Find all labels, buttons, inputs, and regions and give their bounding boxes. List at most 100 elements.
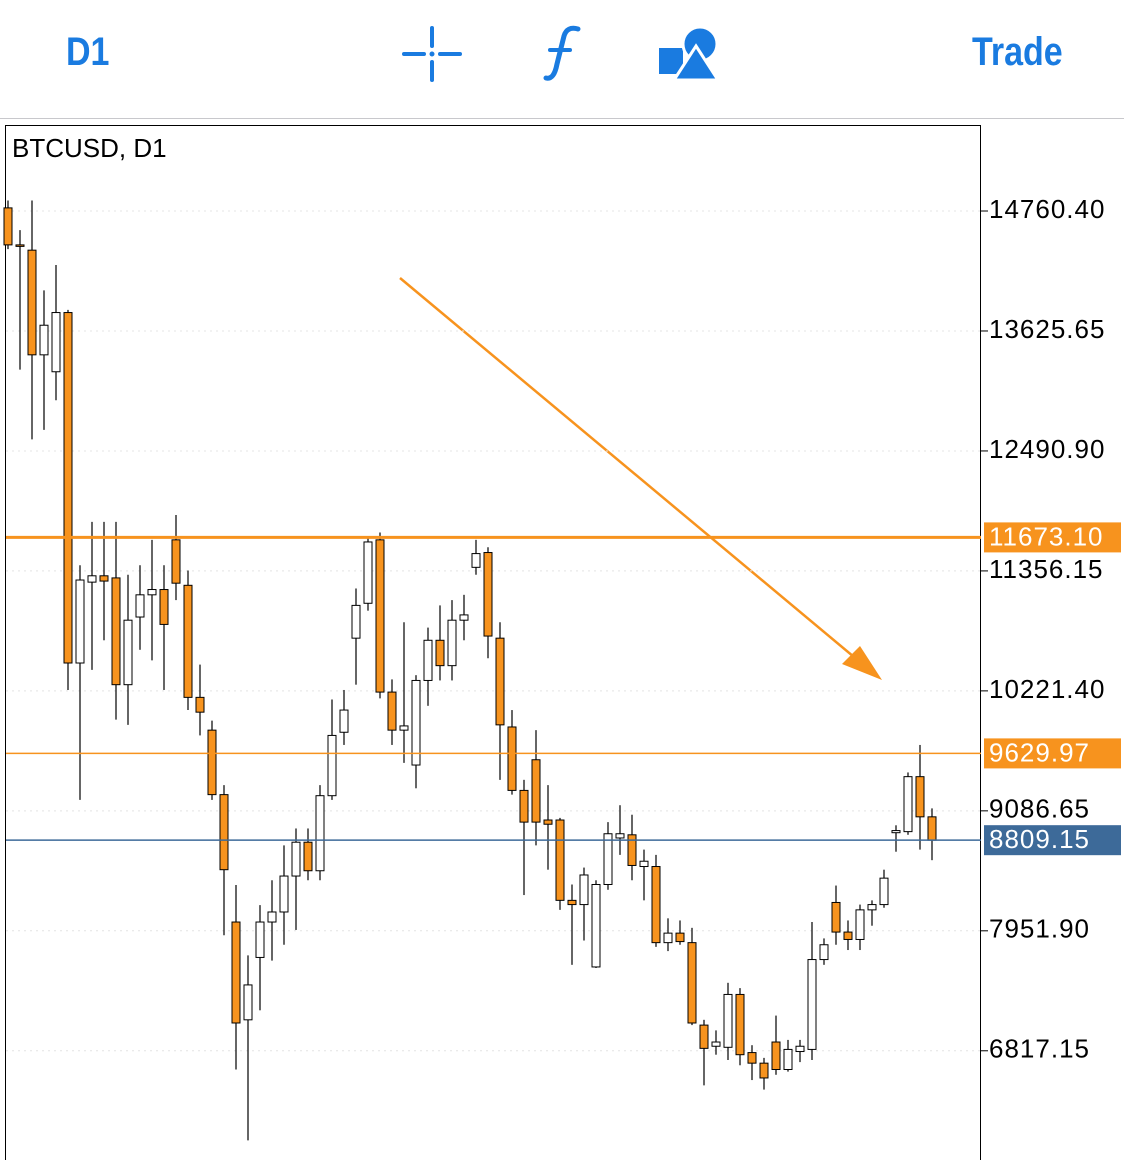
y-tick-label: 7951.90 bbox=[989, 914, 1090, 944]
candle-body bbox=[795, 1045, 805, 1053]
candle-body bbox=[27, 249, 37, 356]
candle-body bbox=[759, 1062, 769, 1079]
y-tick-label: 13625.65 bbox=[989, 314, 1105, 344]
candle-body bbox=[63, 312, 73, 664]
candle-body bbox=[927, 816, 937, 841]
candle-body bbox=[183, 584, 193, 698]
y-tick-label: 14760.40 bbox=[989, 194, 1105, 224]
candle-body bbox=[783, 1048, 793, 1071]
candle-body bbox=[747, 1052, 757, 1064]
candle-body bbox=[351, 604, 361, 639]
candle-body bbox=[315, 795, 325, 872]
crosshair-icon[interactable] bbox=[400, 24, 464, 84]
y-tick-label: 12490.90 bbox=[989, 434, 1105, 464]
price-level-label: 11673.10 bbox=[989, 521, 1104, 551]
plot-frame bbox=[5, 125, 981, 1160]
candle-body bbox=[915, 776, 925, 818]
candle-body bbox=[339, 709, 349, 733]
candle-body bbox=[843, 931, 853, 940]
candle-body bbox=[855, 909, 865, 940]
candle-body bbox=[387, 691, 397, 731]
candle-body bbox=[639, 860, 649, 868]
timeframe-button[interactable]: D1 bbox=[66, 30, 110, 74]
candle-body bbox=[399, 725, 409, 731]
candle-body bbox=[75, 579, 85, 664]
candle-body bbox=[471, 553, 481, 568]
candle-body bbox=[87, 575, 97, 583]
candle-body bbox=[231, 921, 241, 1024]
candle-body bbox=[111, 577, 121, 686]
candle-body bbox=[255, 921, 265, 958]
price-level-label: 9629.97 bbox=[989, 737, 1090, 767]
candle-body bbox=[735, 993, 745, 1056]
candles bbox=[3, 200, 937, 1141]
candle-body bbox=[207, 729, 217, 796]
candle-body bbox=[447, 619, 457, 667]
candle-body bbox=[531, 759, 541, 823]
candle-body bbox=[123, 619, 133, 686]
candle-body bbox=[627, 834, 637, 866]
y-tick-label: 9086.65 bbox=[989, 794, 1090, 824]
candle-body bbox=[615, 833, 625, 839]
candle-body bbox=[159, 589, 169, 625]
candle-body bbox=[3, 207, 13, 246]
objects-icon[interactable] bbox=[656, 24, 722, 84]
candle-body bbox=[507, 726, 517, 791]
candle-body bbox=[723, 993, 733, 1048]
candle-body bbox=[555, 819, 565, 901]
candle-body bbox=[483, 552, 493, 637]
candle-body bbox=[171, 539, 181, 584]
price-level-tag bbox=[984, 522, 1121, 553]
candle-body bbox=[411, 679, 421, 766]
candle-body bbox=[891, 830, 901, 834]
candle-body bbox=[663, 932, 673, 944]
toolbar: D1 Trade bbox=[0, 0, 1124, 119]
candle-body bbox=[771, 1041, 781, 1071]
chart-title: BTCUSD, D1 bbox=[12, 133, 167, 163]
y-tick-label: 10221.40 bbox=[989, 674, 1105, 704]
candle-body bbox=[99, 575, 109, 582]
y-tick-label: 6817.15 bbox=[989, 1034, 1090, 1064]
candle-body bbox=[831, 901, 841, 933]
indicators-icon[interactable] bbox=[536, 24, 586, 84]
candle-body bbox=[819, 944, 829, 961]
candle-body bbox=[699, 1024, 709, 1049]
candle-body bbox=[435, 639, 445, 667]
trade-button[interactable]: Trade bbox=[972, 30, 1063, 74]
candle-body bbox=[51, 312, 61, 373]
candle-body bbox=[543, 819, 553, 825]
candle-body bbox=[867, 904, 877, 911]
candle-body bbox=[195, 696, 205, 713]
candle-body bbox=[291, 841, 301, 877]
candle-body bbox=[579, 874, 589, 906]
candle-body bbox=[903, 776, 913, 833]
trend-arrow bbox=[399, 277, 882, 680]
candle-body bbox=[495, 637, 505, 726]
candle-body bbox=[807, 959, 817, 1050]
candle-body bbox=[651, 866, 661, 944]
candle-body bbox=[147, 589, 157, 596]
candle-body bbox=[459, 614, 469, 621]
candle-body bbox=[375, 539, 385, 693]
candle-body bbox=[303, 841, 313, 872]
candle-body bbox=[267, 911, 277, 923]
price-level-tag bbox=[984, 825, 1121, 856]
price-level-tag bbox=[984, 738, 1121, 769]
y-tick-label: 11356.15 bbox=[989, 554, 1104, 584]
candle-body bbox=[363, 541, 373, 604]
candle-body bbox=[603, 833, 613, 885]
candle-body bbox=[243, 984, 253, 1021]
candle-body bbox=[39, 324, 49, 356]
candle-body bbox=[879, 877, 889, 906]
candle-body bbox=[135, 594, 145, 618]
price-level-label: 8809.15 bbox=[989, 824, 1090, 854]
candle-body bbox=[423, 639, 433, 681]
candle-body bbox=[219, 794, 229, 871]
candle-body bbox=[591, 883, 601, 968]
candle-body bbox=[327, 734, 337, 797]
candle-body bbox=[519, 789, 529, 823]
candle-body bbox=[567, 899, 577, 906]
candle-body bbox=[675, 932, 685, 943]
